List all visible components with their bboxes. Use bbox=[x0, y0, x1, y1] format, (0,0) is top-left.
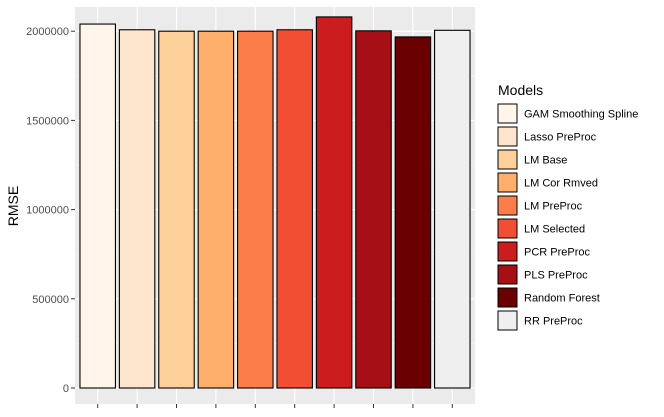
y-axis: 0 500000 1000000 1500000 2000000 bbox=[26, 26, 75, 395]
legend-item: LM Base bbox=[497, 149, 567, 170]
bar-lasso-preproc bbox=[118, 29, 156, 389]
legend-item: Lasso PreProc bbox=[497, 126, 597, 147]
legend-swatch bbox=[497, 195, 518, 216]
bar-lm-cor-rmved bbox=[197, 30, 235, 389]
x-axis bbox=[97, 404, 453, 408]
legend-swatch bbox=[497, 241, 518, 262]
legend-swatch bbox=[497, 218, 518, 239]
legend-item: RR PreProc bbox=[497, 310, 583, 331]
legend-item: PLS PreProc bbox=[497, 264, 588, 285]
legend-label: LM Selected bbox=[524, 224, 585, 236]
legend-item: PCR PreProc bbox=[497, 241, 591, 262]
legend: Models GAM Smoothing Spline Lasso PreProc… bbox=[497, 82, 638, 331]
bar-lm-selected bbox=[276, 29, 313, 389]
legend-label: PLS PreProc bbox=[524, 270, 588, 282]
legend-swatch bbox=[497, 126, 518, 147]
bar-pls-preproc bbox=[355, 30, 392, 389]
y-axis-title: RMSE bbox=[5, 186, 21, 226]
legend-label: RR PreProc bbox=[524, 316, 583, 328]
y-tick-label: 1500000 bbox=[26, 115, 69, 127]
bar-random-forest bbox=[394, 36, 432, 389]
y-tick-label: 0 bbox=[63, 383, 69, 395]
legend-swatch bbox=[497, 310, 518, 331]
legend-item: GAM Smoothing Spline bbox=[497, 103, 638, 124]
legend-label: Random Forest bbox=[524, 293, 600, 305]
legend-swatch bbox=[497, 172, 518, 193]
legend-item: Random Forest bbox=[497, 287, 600, 308]
y-tick-label: 2000000 bbox=[26, 26, 69, 38]
legend-items: GAM Smoothing Spline Lasso PreProc LM Base… bbox=[497, 103, 638, 331]
legend-title: Models bbox=[498, 82, 543, 98]
bar-lm-base bbox=[158, 30, 195, 389]
legend-label: LM PreProc bbox=[524, 201, 583, 213]
bar-lm-preproc bbox=[237, 30, 274, 389]
legend-label: GAM Smoothing Spline bbox=[524, 109, 638, 121]
y-tick-label: 1000000 bbox=[26, 205, 69, 217]
bar-pcr-preproc bbox=[315, 16, 353, 389]
legend-label: PCR PreProc bbox=[524, 247, 591, 259]
legend-swatch bbox=[497, 287, 518, 308]
legend-swatch bbox=[497, 149, 518, 170]
bars-group bbox=[79, 16, 471, 389]
y-tick-label: 500000 bbox=[32, 294, 69, 306]
legend-label: LM Cor Rmved bbox=[524, 178, 598, 190]
legend-item: LM PreProc bbox=[497, 195, 583, 216]
bar-rr-preproc bbox=[434, 29, 471, 389]
bar-gam-smoothing-spline bbox=[79, 23, 116, 389]
legend-item: LM Cor Rmved bbox=[497, 172, 598, 193]
legend-label: Lasso PreProc bbox=[524, 132, 597, 144]
legend-swatch bbox=[497, 264, 518, 285]
legend-swatch bbox=[497, 103, 518, 124]
legend-item: LM Selected bbox=[497, 218, 585, 239]
legend-label: LM Base bbox=[524, 155, 567, 167]
